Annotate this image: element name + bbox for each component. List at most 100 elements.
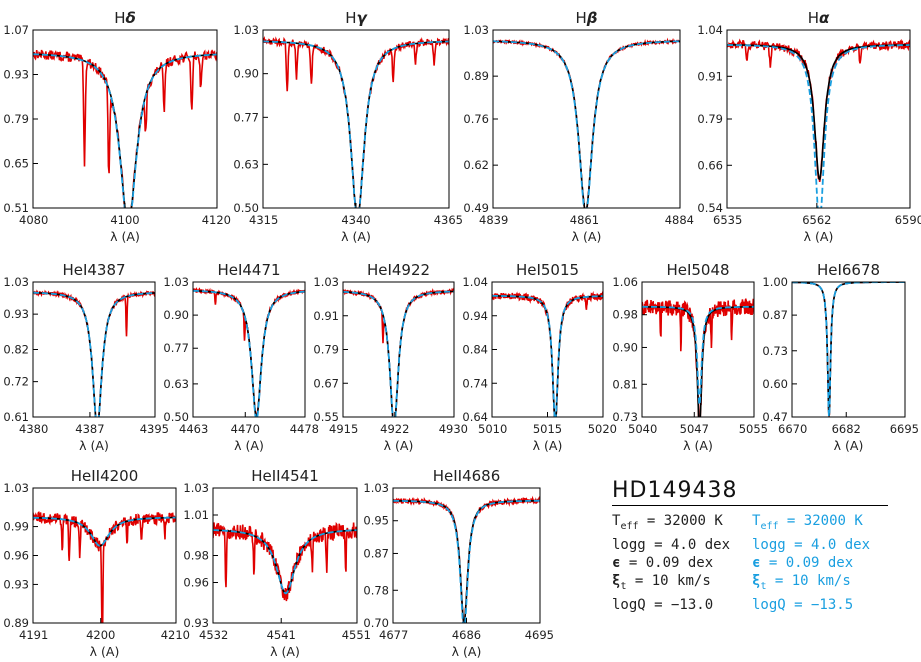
x-tick-label: 5047 xyxy=(680,422,709,436)
panel-hei5048: 5040 5047 5055 0.73 0.81 0.90 0.98 1.06 λ (A) HeI… xyxy=(612,261,768,453)
model-profile-blue xyxy=(727,44,910,208)
x-axis-label: λ (A) xyxy=(533,438,563,453)
observed-spectrum xyxy=(727,38,910,183)
model-profile-blue xyxy=(33,291,155,417)
x-axis-label: λ (A) xyxy=(804,229,834,244)
x-tick-label: 6670 xyxy=(778,422,807,436)
model-profile-blue xyxy=(343,290,454,417)
model1-microturbulence: ξt = 10 km/s xyxy=(612,572,711,592)
model-profile-black xyxy=(33,53,217,208)
y-tick-label: 0.79 xyxy=(313,343,339,357)
observed-spectrum xyxy=(33,510,176,623)
x-axis-label: λ (A) xyxy=(341,229,371,244)
y-tick-label: 0.49 xyxy=(463,201,489,215)
y-tick-label: 0.65 xyxy=(3,157,29,171)
model-profile-blue xyxy=(33,516,176,547)
panel-heii4686: 4677 4686 4695 0.70 0.78 0.87 0.95 1.03 λ (A) HeI… xyxy=(363,467,554,659)
y-tick-label: 0.82 xyxy=(3,343,29,357)
y-tick-label: 0.79 xyxy=(697,112,723,126)
x-tick-label: 4839 xyxy=(479,213,508,227)
x-tick-label: 4541 xyxy=(267,628,296,642)
plot-frame xyxy=(791,281,906,418)
y-tick-label: 0.54 xyxy=(697,201,723,215)
model1-logq: logQ = −13.0 xyxy=(612,596,714,613)
plot-frame xyxy=(32,487,177,624)
y-tick-label: 0.99 xyxy=(3,520,29,534)
y-tick-label: 1.03 xyxy=(313,275,339,289)
plot-frame xyxy=(262,29,450,209)
panel-title: HeII4541 xyxy=(251,467,319,485)
y-tick-label: 0.91 xyxy=(313,309,339,323)
y-tick-label: 1.03 xyxy=(463,23,489,37)
x-tick-label: 4884 xyxy=(665,213,694,227)
y-tick-label: 0.94 xyxy=(462,309,488,323)
panel-hei6678: 6670 6682 6695 0.47 0.60 0.73 0.87 1.00 λ (A) HeI… xyxy=(762,261,919,453)
panel-title: Hα xyxy=(808,9,830,27)
panel-title: Hδ xyxy=(114,9,136,27)
y-tick-label: 1.04 xyxy=(462,275,488,289)
y-tick-label: 0.89 xyxy=(3,616,29,630)
y-tick-label: 0.98 xyxy=(183,549,209,563)
x-tick-label: 4686 xyxy=(452,628,481,642)
legend: HD149438 Teff = 32000 K logg = 4.0 dex ϵ… xyxy=(612,478,892,614)
x-tick-label: 5010 xyxy=(478,422,507,436)
x-tick-label: 4120 xyxy=(202,213,231,227)
panel-hei5015: 5010 5015 5020 0.64 0.74 0.84 0.94 1.04 λ (A) HeI… xyxy=(462,261,617,453)
y-tick-label: 0.87 xyxy=(363,546,389,560)
x-tick-label: 4340 xyxy=(341,213,370,227)
x-tick-label: 4210 xyxy=(161,628,190,642)
y-tick-label: 0.77 xyxy=(233,110,259,124)
y-tick-label: 0.87 xyxy=(762,308,788,322)
x-axis-label: λ (A) xyxy=(110,229,140,244)
panel-title: Hγ xyxy=(345,9,368,27)
x-tick-label: 6682 xyxy=(832,422,861,436)
y-tick-label: 0.96 xyxy=(3,549,29,563)
x-tick-label: 4532 xyxy=(199,628,228,642)
panel-h-δ: 4080 4100 4120 0.51 0.65 0.79 0.93 1.07 λ (A) Hδ xyxy=(3,9,231,244)
x-tick-label: 4861 xyxy=(570,213,599,227)
plot-frame xyxy=(342,281,455,418)
panel-hei4471: 4463 4470 4478 0.50 0.63 0.77 0.90 1.03 λ (A) HeI… xyxy=(163,261,319,453)
y-tick-label: 0.96 xyxy=(183,576,209,590)
model2-parameters: Teff = 32000 K logg = 4.0 dex ϵ = 0.09 d… xyxy=(752,512,892,614)
model-profile-blue xyxy=(263,40,449,208)
plot-frame xyxy=(192,281,306,418)
y-tick-label: 0.78 xyxy=(363,583,389,597)
panel-h-γ: 4315 4340 4365 0.50 0.63 0.77 0.90 1.03 λ (A) Hγ xyxy=(233,9,463,244)
y-tick-label: 0.51 xyxy=(3,201,29,215)
y-tick-label: 0.91 xyxy=(697,69,723,83)
model-profile-black xyxy=(493,40,680,208)
y-tick-label: 1.01 xyxy=(183,508,209,522)
x-tick-label: 5040 xyxy=(628,422,657,436)
x-axis-label: λ (A) xyxy=(384,438,414,453)
plot-frame xyxy=(212,487,358,624)
y-tick-label: 0.90 xyxy=(163,308,189,322)
x-tick-label: 4677 xyxy=(379,628,408,642)
x-tick-label: 4551 xyxy=(342,628,371,642)
y-tick-label: 0.81 xyxy=(612,377,638,391)
y-tick-label: 0.67 xyxy=(313,376,339,390)
model-profile-black xyxy=(792,282,905,417)
x-tick-label: 6590 xyxy=(895,213,921,227)
x-tick-label: 4930 xyxy=(439,422,468,436)
y-tick-label: 0.66 xyxy=(697,158,723,172)
panel-hei4387: 4380 4387 4395 0.61 0.72 0.82 0.93 1.03 λ (A) HeI… xyxy=(3,261,169,453)
observed-spectrum xyxy=(33,49,217,208)
y-tick-label: 1.06 xyxy=(612,275,638,289)
observed-spectrum xyxy=(792,282,905,417)
x-tick-label: 4463 xyxy=(179,422,208,436)
x-tick-label: 4200 xyxy=(86,628,115,642)
model-profile-blue xyxy=(792,282,905,417)
panel-title: HeII4200 xyxy=(71,467,139,485)
x-tick-label: 4315 xyxy=(249,213,278,227)
y-tick-label: 1.04 xyxy=(697,23,723,37)
y-tick-label: 0.70 xyxy=(363,616,389,630)
model-profile-blue xyxy=(33,53,217,208)
model-profile-black xyxy=(263,40,449,208)
x-axis-label: λ (A) xyxy=(834,438,864,453)
y-tick-label: 0.47 xyxy=(762,410,788,424)
x-tick-label: 5020 xyxy=(588,422,617,436)
x-tick-label: 4478 xyxy=(290,422,319,436)
model-profile-black xyxy=(642,306,754,417)
